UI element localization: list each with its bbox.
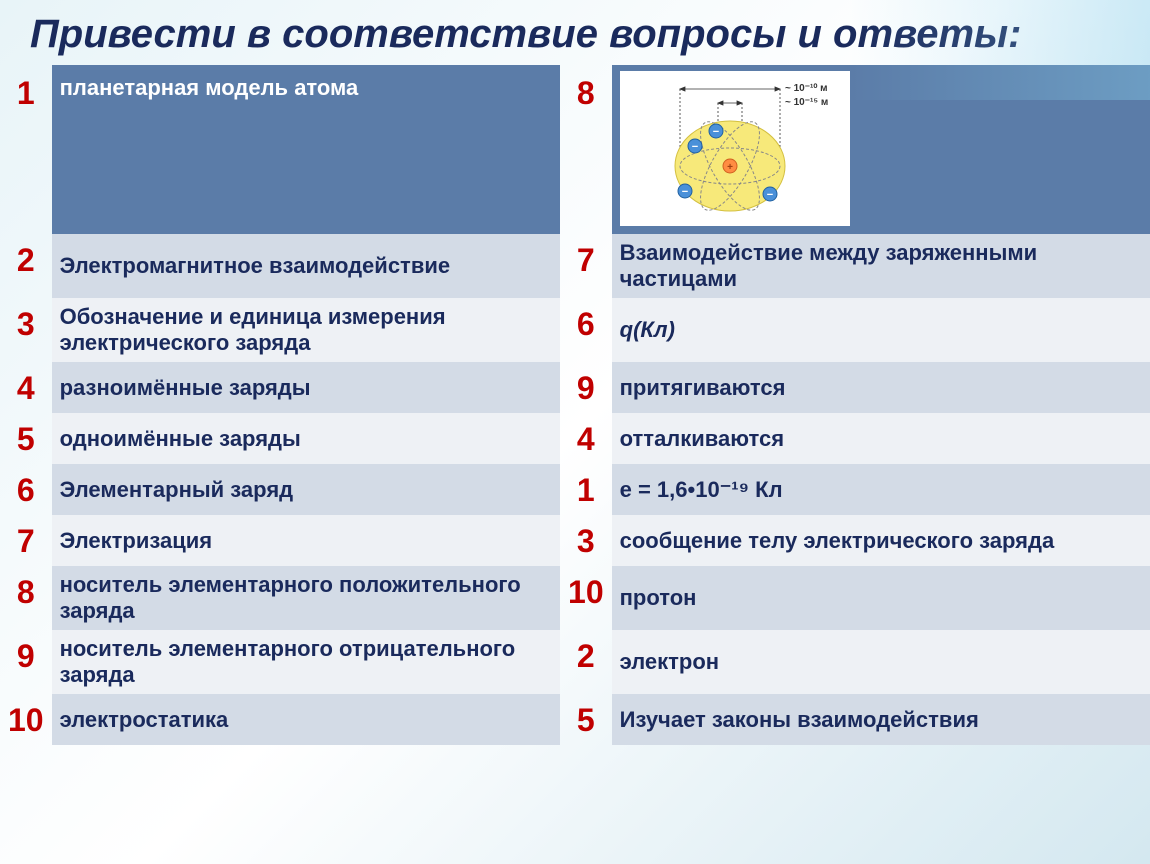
table-row: 7 Электризация 3 сообщение телу электрич…	[0, 515, 1150, 566]
left-number: 10	[0, 694, 52, 745]
svg-text:−: −	[766, 189, 772, 201]
right-number: 8	[560, 65, 612, 234]
page-title: Привести в соответствие вопросы и ответы…	[0, 0, 1150, 65]
left-text: носитель элементарного положительного за…	[52, 566, 560, 630]
table-row: 10 электростатика 5 Изучает законы взаим…	[0, 694, 1150, 745]
right-number: 1	[560, 464, 612, 515]
table-row: 3 Обозначение и единица измерения электр…	[0, 298, 1150, 362]
left-text: электростатика	[52, 694, 560, 745]
right-text: Изучает законы взаимодействия	[612, 694, 1150, 745]
dim-label-2: ~ 10⁻¹⁵ м	[785, 97, 828, 108]
right-text: притягиваются	[612, 362, 1150, 413]
right-number: 10	[560, 566, 612, 630]
left-text: Электромагнитное взаимодействие	[52, 234, 560, 298]
right-text: протон	[612, 566, 1150, 630]
svg-text:−: −	[681, 186, 687, 198]
left-number: 9	[0, 630, 52, 694]
left-text: Электризация	[52, 515, 560, 566]
matching-table: 1 планетарная модель атома 8	[0, 65, 1150, 745]
left-number: 5	[0, 413, 52, 464]
right-number: 9	[560, 362, 612, 413]
table-row: 2 Электромагнитное взаимодействие 7 Взаи…	[0, 234, 1150, 298]
right-text: Взаимодействие между заряженными частица…	[612, 234, 1150, 298]
right-number: 2	[560, 630, 612, 694]
left-text: носитель элементарного отрицательного за…	[52, 630, 560, 694]
table-row: 8 носитель элементарного положительного …	[0, 566, 1150, 630]
svg-text:+: +	[727, 162, 733, 173]
atom-diagram: ~ 10⁻¹⁰ м ~ 10⁻¹⁵ м +	[620, 71, 850, 226]
table-row: 1 планетарная модель атома 8	[0, 65, 1150, 234]
left-text: планетарная модель атома	[52, 65, 560, 234]
left-text: разноимённые заряды	[52, 362, 560, 413]
right-content: ~ 10⁻¹⁰ м ~ 10⁻¹⁵ м +	[612, 65, 1150, 234]
table-row: 5 одноимённые заряды 4 отталкиваются	[0, 413, 1150, 464]
left-number: 8	[0, 566, 52, 630]
table-row: 4 разноимённые заряды 9 притягиваются	[0, 362, 1150, 413]
right-text: сообщение телу электрического заряда	[612, 515, 1150, 566]
left-text: Обозначение и единица измерения электрич…	[52, 298, 560, 362]
svg-text:−: −	[691, 141, 697, 153]
right-number: 4	[560, 413, 612, 464]
left-number: 3	[0, 298, 52, 362]
svg-text:−: −	[712, 126, 718, 138]
table-row: 6 Элементарный заряд 1 е = 1,6•10⁻¹⁹ Кл	[0, 464, 1150, 515]
left-number: 2	[0, 234, 52, 298]
table-row: 9 носитель элементарного отрицательного …	[0, 630, 1150, 694]
right-number: 3	[560, 515, 612, 566]
right-text: электрон	[612, 630, 1150, 694]
left-number: 6	[0, 464, 52, 515]
right-text: е = 1,6•10⁻¹⁹ Кл	[612, 464, 1150, 515]
right-number: 5	[560, 694, 612, 745]
left-number: 7	[0, 515, 52, 566]
right-number: 7	[560, 234, 612, 298]
left-text: одноимённые заряды	[52, 413, 560, 464]
right-text: отталкиваются	[612, 413, 1150, 464]
right-number: 6	[560, 298, 612, 362]
left-number: 4	[0, 362, 52, 413]
right-text: q(Кл)	[612, 298, 1150, 362]
left-number: 1	[0, 65, 52, 234]
left-text: Элементарный заряд	[52, 464, 560, 515]
dim-label-1: ~ 10⁻¹⁰ м	[785, 83, 828, 94]
